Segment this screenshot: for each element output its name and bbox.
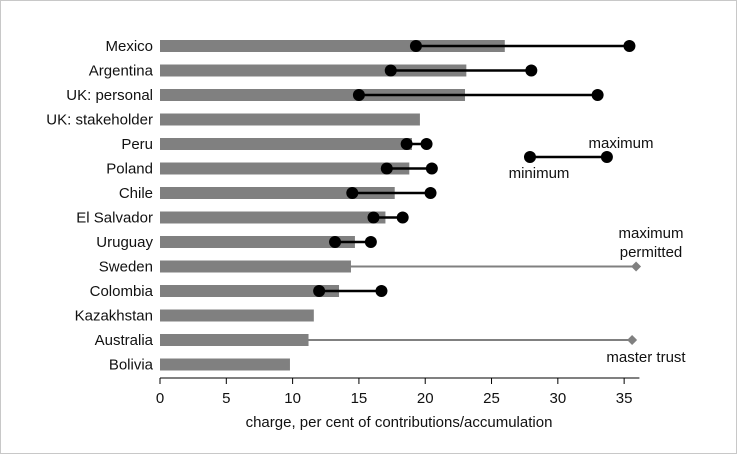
bar-poland <box>160 162 410 175</box>
range-min-point-peru <box>400 138 413 150</box>
bar-colombia <box>160 285 340 297</box>
x-axis-title: charge, per cent of contributions/accumu… <box>246 414 553 431</box>
category-label-poland: Poland <box>106 161 153 178</box>
australia-cap-label: master trust <box>606 349 686 366</box>
category-label-sweden: Sweden <box>99 259 153 276</box>
bar-kazakhstan <box>160 309 314 322</box>
range-max-point-chile <box>424 187 437 199</box>
x-tick-label-10: 10 <box>284 390 301 407</box>
sweden-cap-label-line2: permitted <box>620 244 683 261</box>
category-label-uk-personal: UK: personal <box>66 87 153 104</box>
range-min-point-chile <box>346 187 359 199</box>
legend-minimum-label: minimum <box>509 165 570 182</box>
range-max-point-peru <box>420 138 433 150</box>
category-label-chile: Chile <box>119 185 153 202</box>
category-label-colombia: Colombia <box>90 283 154 300</box>
category-label-kazakhstan: Kazakhstan <box>75 308 153 325</box>
category-label-bolivia: Bolivia <box>109 357 154 374</box>
legend-maximum-label: maximum <box>588 135 653 152</box>
category-label-argentina: Argentina <box>89 63 154 80</box>
bar-el-salvador <box>160 211 386 224</box>
range-max-point-uk-personal <box>591 89 604 101</box>
range-min-point-colombia <box>313 285 326 297</box>
bar-uk-personal <box>160 89 466 101</box>
x-tick-label-30: 30 <box>549 390 566 407</box>
range-max-point-el-salvador <box>396 211 409 224</box>
cap-marker-australia <box>627 335 638 345</box>
category-label-peru: Peru <box>121 136 153 153</box>
range-max-point-mexico <box>623 40 636 52</box>
x-tick-label-15: 15 <box>351 390 368 407</box>
legend-max-point <box>600 151 613 163</box>
bar-uruguay <box>160 236 355 248</box>
range-min-point-poland <box>380 162 393 175</box>
bar-bolivia <box>160 358 290 371</box>
range-max-point-poland <box>425 162 438 175</box>
range-max-point-colombia <box>375 285 388 297</box>
x-tick-label-20: 20 <box>417 390 434 407</box>
x-tick-label-0: 0 <box>156 390 164 407</box>
range-min-point-mexico <box>409 40 422 52</box>
x-tick-label-35: 35 <box>616 390 633 407</box>
range-max-point-argentina <box>525 64 538 77</box>
range-min-point-uruguay <box>329 236 342 248</box>
category-label-uruguay: Uruguay <box>96 234 153 251</box>
category-label-mexico: Mexico <box>105 38 153 55</box>
category-label-el-salvador: El Salvador <box>76 210 153 227</box>
bar-chile <box>160 187 395 199</box>
x-tick-label-5: 5 <box>222 390 230 407</box>
category-label-australia: Australia <box>95 332 154 349</box>
legend-min-point <box>523 151 536 163</box>
x-tick-label-25: 25 <box>483 390 500 407</box>
category-label-uk-stakeholder: UK: stakeholder <box>46 112 153 129</box>
sweden-cap-label-line1: maximum <box>618 225 683 242</box>
range-min-point-argentina <box>384 64 397 77</box>
cap-marker-sweden <box>631 261 642 272</box>
range-min-point-uk-personal <box>352 89 365 101</box>
bar-peru <box>160 138 412 150</box>
bar-uk-stakeholder <box>160 113 420 126</box>
range-min-point-el-salvador <box>367 211 380 224</box>
range-max-point-uruguay <box>364 236 377 248</box>
